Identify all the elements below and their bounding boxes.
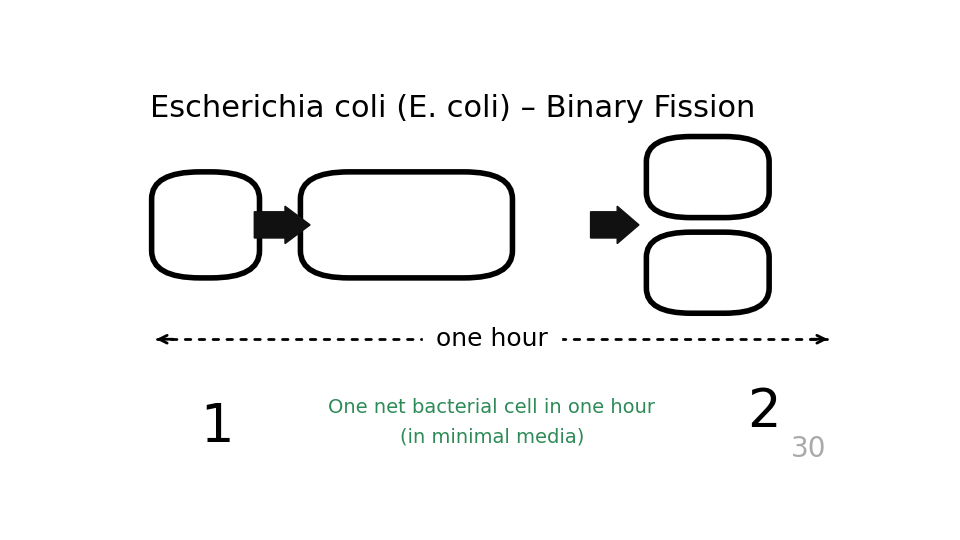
- Polygon shape: [254, 206, 310, 244]
- FancyBboxPatch shape: [646, 232, 769, 313]
- FancyBboxPatch shape: [152, 172, 259, 278]
- Text: one hour: one hour: [428, 327, 556, 351]
- FancyBboxPatch shape: [300, 172, 513, 278]
- Polygon shape: [590, 206, 639, 244]
- FancyBboxPatch shape: [646, 137, 769, 218]
- Text: (in minimal media): (in minimal media): [399, 428, 585, 447]
- Text: 2: 2: [747, 386, 780, 438]
- Text: One net bacterial cell in one hour: One net bacterial cell in one hour: [328, 399, 656, 417]
- Text: 30: 30: [790, 435, 826, 463]
- Text: Escherichia coli (E. coli) – Binary Fission: Escherichia coli (E. coli) – Binary Fiss…: [150, 94, 756, 123]
- Text: 1: 1: [200, 401, 233, 453]
